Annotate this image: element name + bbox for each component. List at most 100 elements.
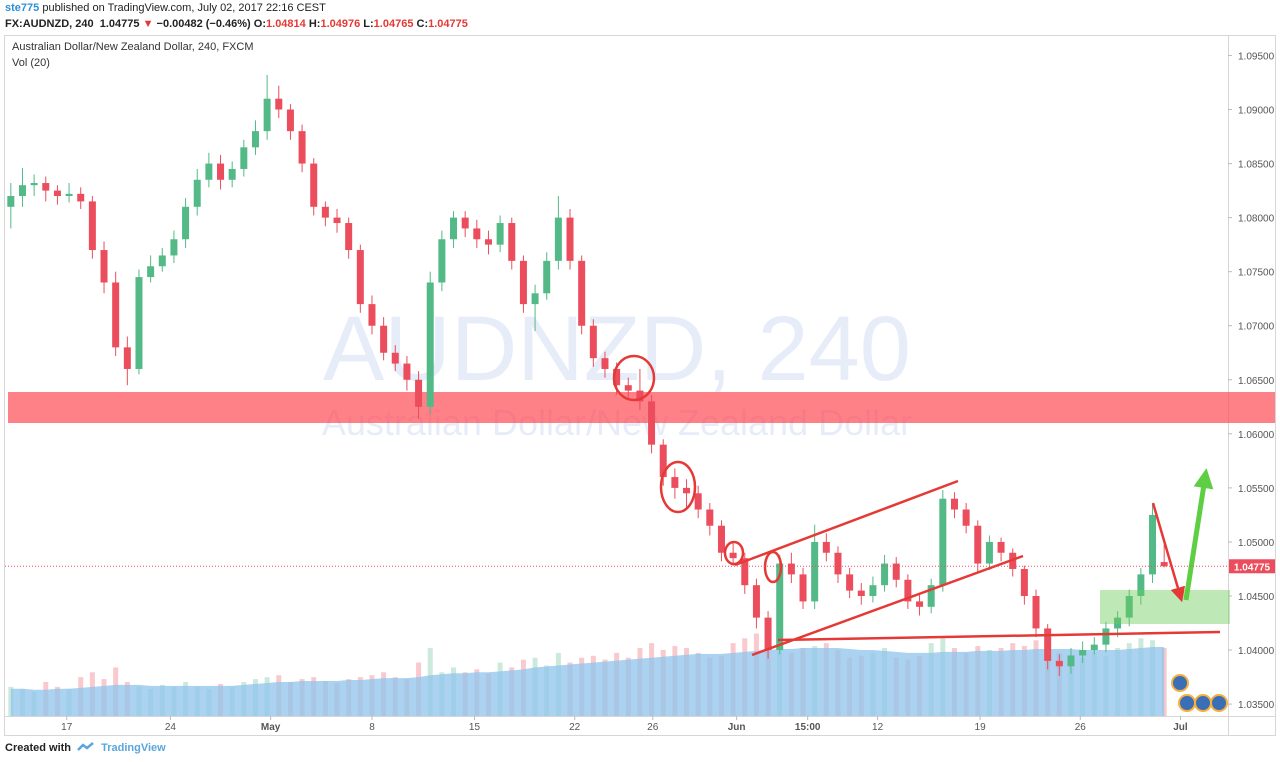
candle-body (508, 223, 516, 261)
brand[interactable]: TradingView (101, 742, 166, 754)
candle-body (601, 358, 609, 369)
volume-ma-area (10, 647, 1165, 716)
y-tick-label: 1.03500 (1238, 700, 1275, 711)
last-price-box (1229, 559, 1275, 574)
published: published on TradingView.com, July 02, 2… (42, 2, 326, 14)
candle-body (205, 163, 213, 180)
candle-body (519, 260, 527, 305)
circle (612, 354, 656, 402)
candle-body (566, 217, 574, 261)
candle-body (298, 131, 306, 164)
candle-body (112, 282, 120, 348)
l-label: L: (363, 18, 374, 30)
candle-body (881, 563, 889, 586)
x-tick-label: 17 (61, 722, 73, 733)
circle (723, 540, 745, 566)
candle-body (985, 541, 993, 564)
candle-body (88, 201, 96, 251)
publish-line: ste775 published on TradingView.com, Jul… (5, 2, 326, 14)
candle-body (473, 228, 481, 240)
y-tick-label: 1.07500 (1238, 268, 1275, 279)
candle-body (123, 347, 131, 369)
candle-body (659, 444, 667, 478)
y-tick-label: 1.08000 (1238, 214, 1275, 225)
candle-body (974, 525, 982, 564)
candle-body (857, 590, 865, 596)
volume-label: Vol (20) (12, 57, 50, 69)
x-tick-label: Jul (1173, 722, 1188, 733)
c-value: 1.04775 (428, 18, 468, 30)
candle-body (391, 352, 399, 364)
candle-body (1032, 596, 1040, 629)
candle-body (496, 223, 504, 245)
candle-body (333, 217, 341, 224)
x-tick-label: 22 (569, 722, 581, 733)
c-label: C: (416, 18, 429, 30)
candle-body (927, 585, 935, 607)
x-tick-label: Jun (728, 722, 746, 733)
x-tick-label: 8 (369, 722, 375, 733)
candle-body (543, 260, 551, 294)
candle-body (263, 98, 271, 132)
candle-body (892, 563, 900, 580)
h-value: 1.04976 (320, 18, 361, 30)
candle-body (368, 304, 376, 326)
candle-layer (7, 74, 1168, 676)
candle-body (65, 193, 73, 196)
y-tick-label: 1.06000 (1238, 430, 1275, 441)
candle-body (706, 509, 714, 526)
candle-body (694, 493, 702, 510)
y-tick-label: 1.06500 (1238, 376, 1275, 387)
candle-body (776, 563, 784, 651)
candle-body (403, 363, 411, 380)
event-flags (1171, 674, 1228, 712)
candle-body (286, 109, 294, 132)
annotations (612, 354, 1221, 657)
candle-body (846, 574, 854, 591)
candle-body (554, 217, 562, 261)
candle-body (135, 277, 143, 369)
candle-body (42, 183, 50, 191)
trend-line (777, 630, 1221, 642)
symbol-line: FX:AUDNZD, 240 1.04775 ▼ −0.00482 (−0.46… (5, 18, 468, 30)
o-label: O: (253, 18, 267, 30)
candle-body (356, 250, 364, 305)
candle-body (671, 477, 679, 488)
candle-body (158, 255, 166, 267)
arrow: ▼ (142, 18, 154, 30)
candle-body (822, 541, 830, 553)
candle-body (683, 487, 691, 494)
candle-body (100, 250, 108, 283)
y-tick-label: 1.09000 (1238, 106, 1275, 117)
author[interactable]: ste775 (5, 2, 40, 14)
y-tick-label: 1.05000 (1238, 538, 1275, 549)
candle-body (752, 585, 760, 618)
candle-body (904, 579, 912, 602)
candle-body (1090, 644, 1098, 651)
candle-body (450, 217, 458, 240)
candle-body (1067, 655, 1075, 667)
candle-body (1137, 574, 1145, 596)
x-tick-label: 19 (975, 722, 987, 733)
candle-body (717, 525, 725, 553)
candle-body (787, 563, 795, 575)
change: −0.00482 (−0.46%) (156, 18, 251, 30)
candle-body (275, 98, 283, 110)
candle-body (648, 401, 656, 445)
y-tick-label: 1.04500 (1238, 592, 1275, 603)
x-tick-label: May (261, 722, 281, 733)
x-tick-label: 15 (469, 722, 481, 733)
candle-body (1149, 514, 1157, 575)
candle-body (217, 163, 225, 180)
candle-body (578, 260, 586, 326)
candle-body (345, 223, 353, 251)
candle-body (939, 498, 947, 586)
volume-layer (8, 633, 1167, 716)
y-tick-label: 1.04000 (1238, 646, 1275, 657)
last-price-label: 1.04775 (1234, 562, 1271, 573)
circle (659, 460, 697, 514)
candle-body (729, 552, 737, 559)
candle-body (170, 239, 178, 256)
candle-body (321, 206, 329, 218)
candle-body (251, 131, 259, 148)
